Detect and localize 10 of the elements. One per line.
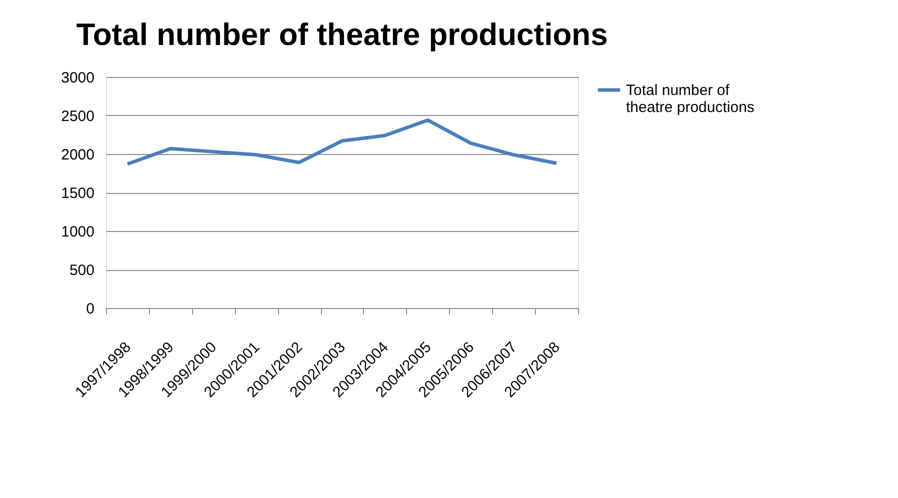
y-tick-label: 2500 <box>61 108 94 125</box>
legend-label: Total number of theatre productions <box>626 82 754 116</box>
y-tick-label: 2000 <box>61 146 94 164</box>
chart-title: Total number of theatre productions <box>76 17 608 52</box>
y-tick-label: 1500 <box>61 185 94 202</box>
line-series <box>126 118 558 166</box>
y-tick-label: 500 <box>69 262 94 279</box>
y-tick-label: 1000 <box>61 224 94 240</box>
y-tick-label: 3000 <box>61 70 94 86</box>
y-tick-label: 0 <box>86 300 94 318</box>
